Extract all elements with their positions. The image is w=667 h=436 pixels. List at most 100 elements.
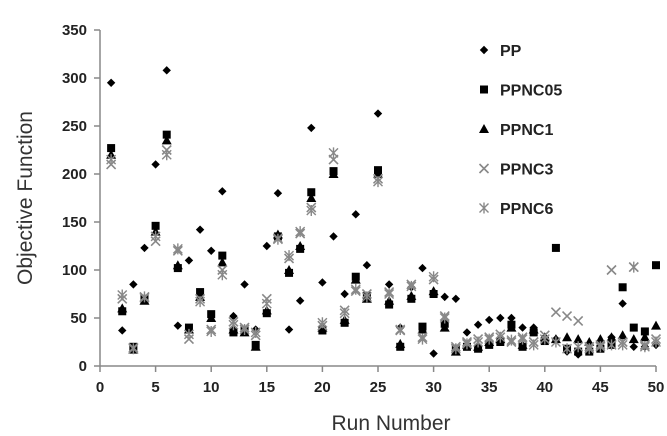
y-tick-label: 200 [62,166,87,183]
data-point [517,333,528,345]
data-point [639,332,650,342]
data-point [495,331,506,343]
legend-label: PPNC6 [500,201,553,218]
legend-item: PPNC1 [479,122,553,139]
data-point [573,315,584,326]
data-point [183,328,194,340]
data-point [307,188,316,197]
data-point [218,251,227,260]
data-point [217,269,228,281]
data-point [473,336,484,348]
x-tick-label: 40 [536,379,553,396]
data-point [284,250,295,262]
legend-label: PPNC3 [500,162,553,179]
data-point [617,330,628,340]
data-point [439,312,450,324]
data-point [550,336,561,348]
legend-marker [479,202,489,214]
data-point [129,280,138,289]
legend-label: PPNC1 [500,122,553,139]
x-tick-label: 5 [151,379,159,396]
data-point [617,339,628,351]
data-point [161,149,172,161]
data-point [362,261,372,270]
data-point [295,226,306,238]
data-point [484,333,495,345]
data-point [139,291,150,303]
legend-label: PP [500,43,522,60]
data-points [106,66,662,359]
y-axis-title: Objective Function [14,111,37,285]
data-point [451,294,461,303]
legend-label: PPNC05 [500,83,562,100]
data-point [606,339,617,351]
data-point [461,338,472,350]
data-point [639,341,650,353]
data-point [172,243,183,255]
data-point [262,241,271,251]
data-point [528,339,539,351]
data-point [651,336,661,348]
x-axis-title: Run Number [331,412,450,435]
data-point [350,283,361,295]
data-point [195,296,206,308]
data-point [384,295,395,305]
data-point [496,313,505,323]
data-point [218,187,227,196]
data-point [306,193,317,202]
legend-item: PP [479,43,522,60]
y-tick-label: 50 [70,310,87,327]
x-tick-label: 10 [203,379,220,396]
y-tick-label: 300 [62,70,87,87]
data-point [595,341,606,353]
data-point [184,256,194,265]
data-point [373,109,383,118]
data-point [240,280,249,289]
y-tick-label: 0 [79,358,87,375]
data-point [206,313,217,322]
data-point [106,154,117,166]
x-axis-ticks: 0 5 10 15 20 25 30 35 40 45 50 [96,366,664,396]
data-point [606,264,617,276]
legend-marker [479,45,489,55]
data-point [551,243,560,252]
data-point [151,221,160,230]
data-point [239,324,250,336]
data-point [250,341,261,351]
data-point [273,189,283,198]
data-point [295,296,305,305]
data-point [228,319,239,331]
data-point [629,342,638,351]
y-tick-label: 100 [62,262,87,279]
y-tick-label: 250 [62,118,87,135]
data-point [117,289,128,301]
data-point [429,349,438,358]
data-point [417,333,428,345]
series-ppnc1 [106,135,661,356]
x-tick-label: 25 [370,379,387,396]
data-point [618,283,627,292]
data-point [562,343,573,355]
data-point [573,334,584,344]
data-point [428,286,439,296]
data-point [318,278,327,287]
data-point [629,323,638,332]
data-point [350,274,361,284]
data-point [528,324,539,334]
data-point [328,147,339,159]
data-point [361,291,372,303]
data-point [640,327,649,336]
x-tick-label: 30 [425,379,442,396]
data-point [172,260,183,270]
data-point [140,243,149,253]
x-tick-label: 35 [481,379,498,396]
data-point [550,307,561,318]
data-point [595,334,606,344]
data-point [428,271,439,283]
data-point [284,325,294,334]
axes [99,30,656,367]
data-point [195,225,205,234]
data-point [573,341,584,353]
data-point [173,321,183,330]
data-point [507,313,516,323]
